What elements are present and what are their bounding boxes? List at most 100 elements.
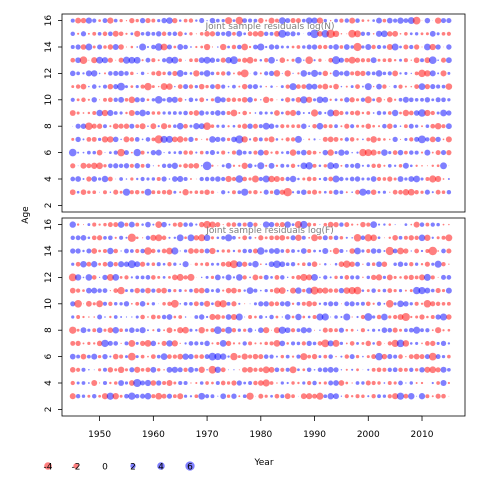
residual-bubble (150, 149, 157, 156)
residual-bubble (252, 31, 259, 37)
residual-bubble (128, 96, 136, 104)
residual-bubble (361, 289, 365, 292)
residual-bubble (292, 72, 294, 75)
residual-bubble (214, 96, 222, 104)
residual-bubble (408, 274, 414, 281)
residual-bubble (125, 46, 128, 48)
residual-bubble (225, 175, 232, 183)
residual-bubble (141, 237, 144, 239)
residual-bubble (232, 124, 236, 128)
residual-bubble (322, 149, 329, 156)
residual-bubble (120, 316, 123, 318)
residual-bubble (199, 18, 205, 24)
residual-bubble (213, 326, 222, 335)
residual-bubble (419, 222, 425, 227)
residual-bubble (343, 70, 350, 77)
residual-bubble (80, 353, 87, 360)
residual-bubble (133, 378, 142, 388)
residual-bubble (323, 381, 327, 385)
residual-bubble (216, 151, 220, 154)
residual-bubble (203, 70, 211, 77)
residual-bubble (334, 151, 338, 155)
residual-bubble (220, 137, 226, 142)
residual-bubble (399, 328, 403, 332)
residual-bubble (183, 18, 188, 23)
residual-bubble (262, 366, 270, 374)
residual-bubble (91, 287, 98, 294)
residual-bubble (162, 262, 166, 266)
residual-bubble (409, 137, 414, 142)
residual-bubble (83, 303, 84, 305)
residual-bubble (366, 177, 370, 181)
residual-bubble (413, 326, 421, 334)
residual-bubble (414, 190, 419, 195)
residual-bubble (151, 85, 155, 89)
residual-bubble (440, 70, 447, 77)
residual-bubble (356, 151, 359, 154)
residual-bubble (447, 367, 451, 372)
residual-bubble (349, 97, 355, 103)
residual-bubble (195, 178, 197, 180)
residual-bubble (274, 18, 279, 23)
y-tick-label: 6 (44, 149, 54, 155)
residual-bubble (112, 353, 119, 360)
residual-bubble (107, 17, 114, 24)
residual-bubble (136, 72, 138, 74)
residual-bubble (254, 329, 257, 331)
residual-bubble (179, 263, 182, 266)
residual-bubble (241, 96, 248, 103)
residual-bubble (328, 327, 333, 333)
residual-bubble (146, 302, 150, 306)
residual-bubble (371, 274, 377, 281)
residual-bubble (70, 18, 75, 23)
residual-bubble (311, 273, 318, 281)
y-tick-label: 16 (44, 219, 54, 231)
residual-bubble (296, 124, 301, 129)
residual-bubble (372, 32, 375, 35)
residual-bubble (252, 260, 259, 268)
residual-bubble (360, 221, 366, 228)
residual-bubble (408, 110, 414, 116)
residual-bubble (322, 247, 329, 255)
panel-log-n: Joint sample residuals log(N) 2468101214… (44, 13, 466, 213)
residual-bubble (151, 18, 156, 23)
residual-bubble (290, 31, 296, 37)
residual-bubble (177, 393, 184, 400)
residual-bubble (392, 234, 398, 241)
residual-bubble (376, 110, 382, 116)
residual-bubble (264, 58, 269, 63)
residual-bubble (91, 84, 97, 89)
residual-bubble (124, 393, 129, 399)
residual-bubble (156, 190, 161, 195)
residual-bubble (262, 96, 270, 104)
residual-bubble (291, 45, 295, 49)
residual-bubble (161, 393, 167, 399)
residual-bubble (387, 111, 392, 115)
residual-bubble (340, 369, 343, 371)
residual-bubble (441, 84, 446, 89)
residual-bubble (446, 110, 452, 116)
size-legend: -4 -2 0 2 4 6 (44, 461, 195, 473)
residual-bubble (290, 137, 296, 142)
residual-bubble (273, 260, 281, 268)
residual-bubble (350, 394, 354, 398)
residual-bubble (219, 339, 227, 347)
residual-bubble (274, 235, 280, 241)
residual-bubble (124, 341, 129, 346)
residual-bubble (289, 149, 297, 156)
residual-bubble (193, 123, 200, 130)
residual-bubble (305, 56, 313, 65)
residual-bubble (151, 288, 156, 293)
residual-bubble (398, 84, 403, 89)
residual-bubble (183, 222, 188, 227)
residual-bubble (423, 43, 431, 51)
residual-bubble (79, 56, 88, 65)
residual-bubble (328, 380, 334, 386)
y-tick-label: 2 (44, 407, 54, 413)
residual-bubble (82, 224, 84, 226)
residual-bubble (193, 248, 199, 254)
residual-bubble (115, 59, 117, 61)
residual-bubble (382, 84, 387, 89)
residual-bubble (82, 178, 85, 180)
residual-bubble (356, 223, 359, 226)
